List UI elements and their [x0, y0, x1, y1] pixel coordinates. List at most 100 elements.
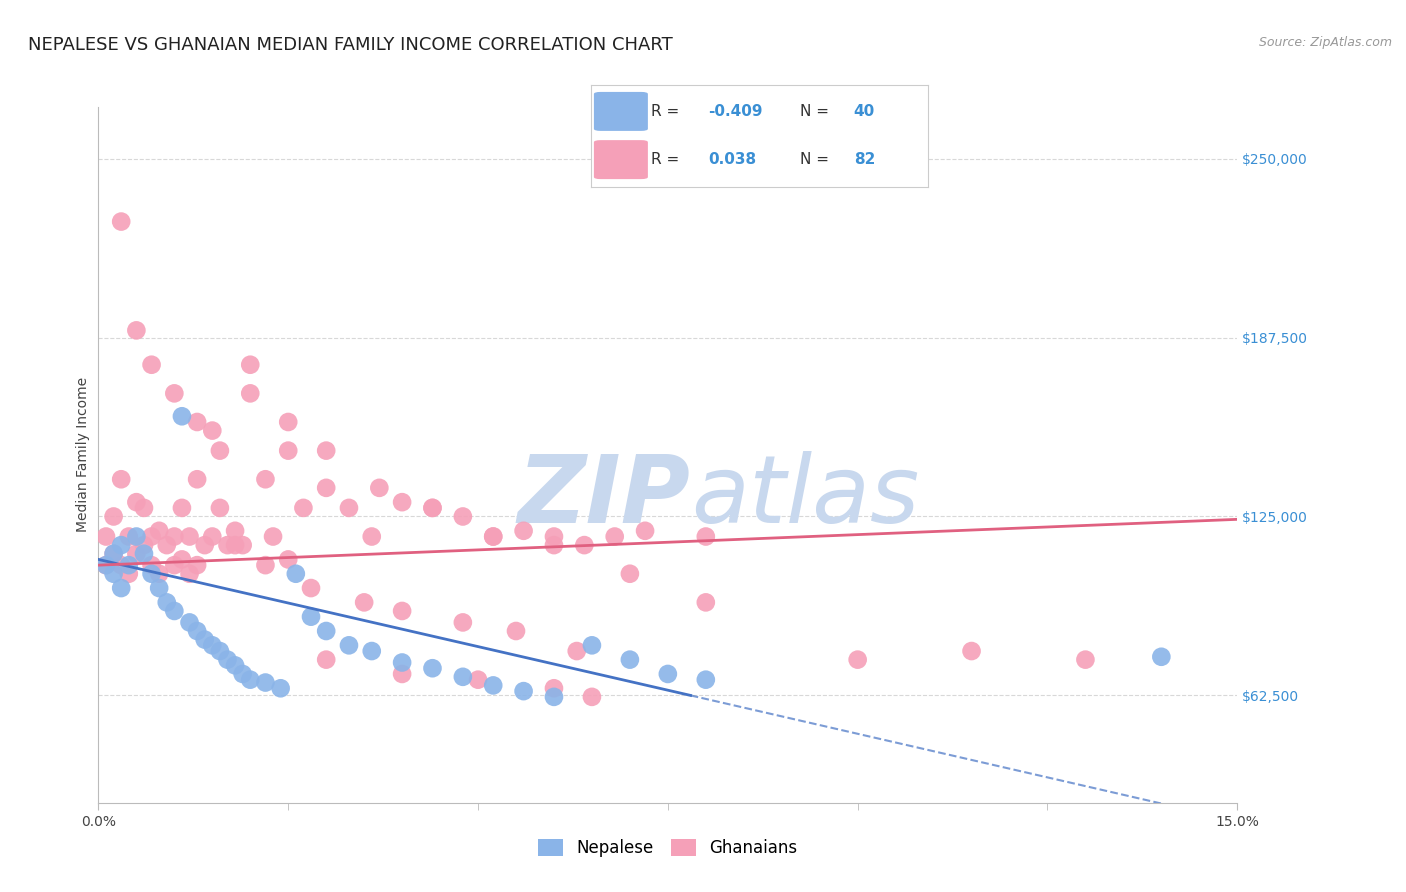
Point: [94, 558, 117, 573]
Point: [103, 547, 125, 561]
Point: [277, 443, 299, 458]
Point: [574, 538, 596, 552]
Point: [512, 524, 534, 538]
Point: [657, 667, 679, 681]
Point: [634, 524, 657, 538]
Point: [482, 529, 505, 543]
Point: [277, 552, 299, 566]
Point: [141, 529, 163, 543]
Point: [299, 609, 322, 624]
Point: [232, 538, 254, 552]
Point: [224, 538, 246, 552]
Point: [103, 547, 125, 561]
Point: [254, 675, 277, 690]
Point: [270, 681, 292, 696]
Point: [292, 500, 315, 515]
Point: [581, 690, 603, 704]
Point: [186, 472, 208, 486]
Point: [148, 581, 170, 595]
Point: [179, 615, 201, 630]
Point: [94, 558, 117, 573]
Text: R =: R =: [651, 103, 685, 119]
Point: [315, 624, 337, 638]
Point: [201, 529, 224, 543]
Point: [353, 595, 375, 609]
Point: [299, 581, 322, 595]
Point: [581, 638, 603, 652]
Point: [482, 678, 505, 692]
Point: [217, 538, 239, 552]
Point: [467, 673, 489, 687]
Text: R =: R =: [651, 153, 689, 167]
Text: ZIP: ZIP: [517, 450, 690, 542]
Point: [391, 604, 413, 618]
Point: [368, 481, 391, 495]
Point: [132, 538, 155, 552]
Point: [239, 386, 262, 401]
Text: 0.038: 0.038: [709, 153, 756, 167]
Point: [125, 547, 148, 561]
Point: [619, 653, 641, 667]
Point: [239, 358, 262, 372]
Point: [543, 690, 565, 704]
Point: [163, 386, 186, 401]
Point: [315, 653, 337, 667]
Point: [284, 566, 307, 581]
Point: [118, 529, 141, 543]
Point: [208, 443, 231, 458]
Point: [186, 558, 208, 573]
Point: [201, 424, 224, 438]
Y-axis label: Median Family Income: Median Family Income: [76, 377, 90, 533]
FancyBboxPatch shape: [593, 92, 648, 131]
Point: [110, 538, 132, 552]
Text: NEPALESE VS GHANAIAN MEDIAN FAMILY INCOME CORRELATION CHART: NEPALESE VS GHANAIAN MEDIAN FAMILY INCOM…: [28, 36, 673, 54]
Point: [186, 624, 208, 638]
Point: [391, 656, 413, 670]
Point: [163, 558, 186, 573]
Point: [846, 653, 869, 667]
Point: [360, 529, 382, 543]
Point: [1150, 649, 1173, 664]
Point: [148, 524, 170, 538]
Text: N =: N =: [800, 153, 834, 167]
Point: [224, 524, 246, 538]
Point: [163, 529, 186, 543]
Point: [565, 644, 588, 658]
Point: [110, 558, 132, 573]
Point: [103, 566, 125, 581]
Point: [695, 529, 717, 543]
Point: [619, 566, 641, 581]
Point: [132, 500, 155, 515]
Point: [179, 566, 201, 581]
Point: [391, 667, 413, 681]
Point: [391, 495, 413, 509]
Point: [315, 481, 337, 495]
Point: [254, 558, 277, 573]
Point: [262, 529, 284, 543]
Point: [110, 472, 132, 486]
Point: [505, 624, 527, 638]
Point: [141, 558, 163, 573]
Point: [132, 547, 155, 561]
Point: [103, 509, 125, 524]
Point: [960, 644, 983, 658]
Point: [194, 632, 217, 647]
Point: [1074, 653, 1097, 667]
Point: [239, 673, 262, 687]
Point: [232, 667, 254, 681]
Point: [482, 529, 505, 543]
Point: [512, 684, 534, 698]
Point: [110, 214, 132, 228]
Point: [254, 472, 277, 486]
Point: [451, 670, 474, 684]
Point: [141, 566, 163, 581]
Point: [603, 529, 626, 543]
Point: [217, 653, 239, 667]
Point: [125, 495, 148, 509]
Point: [337, 500, 360, 515]
Point: [118, 558, 141, 573]
Point: [360, 644, 382, 658]
Point: [695, 673, 717, 687]
Text: 82: 82: [853, 153, 875, 167]
Point: [125, 529, 148, 543]
